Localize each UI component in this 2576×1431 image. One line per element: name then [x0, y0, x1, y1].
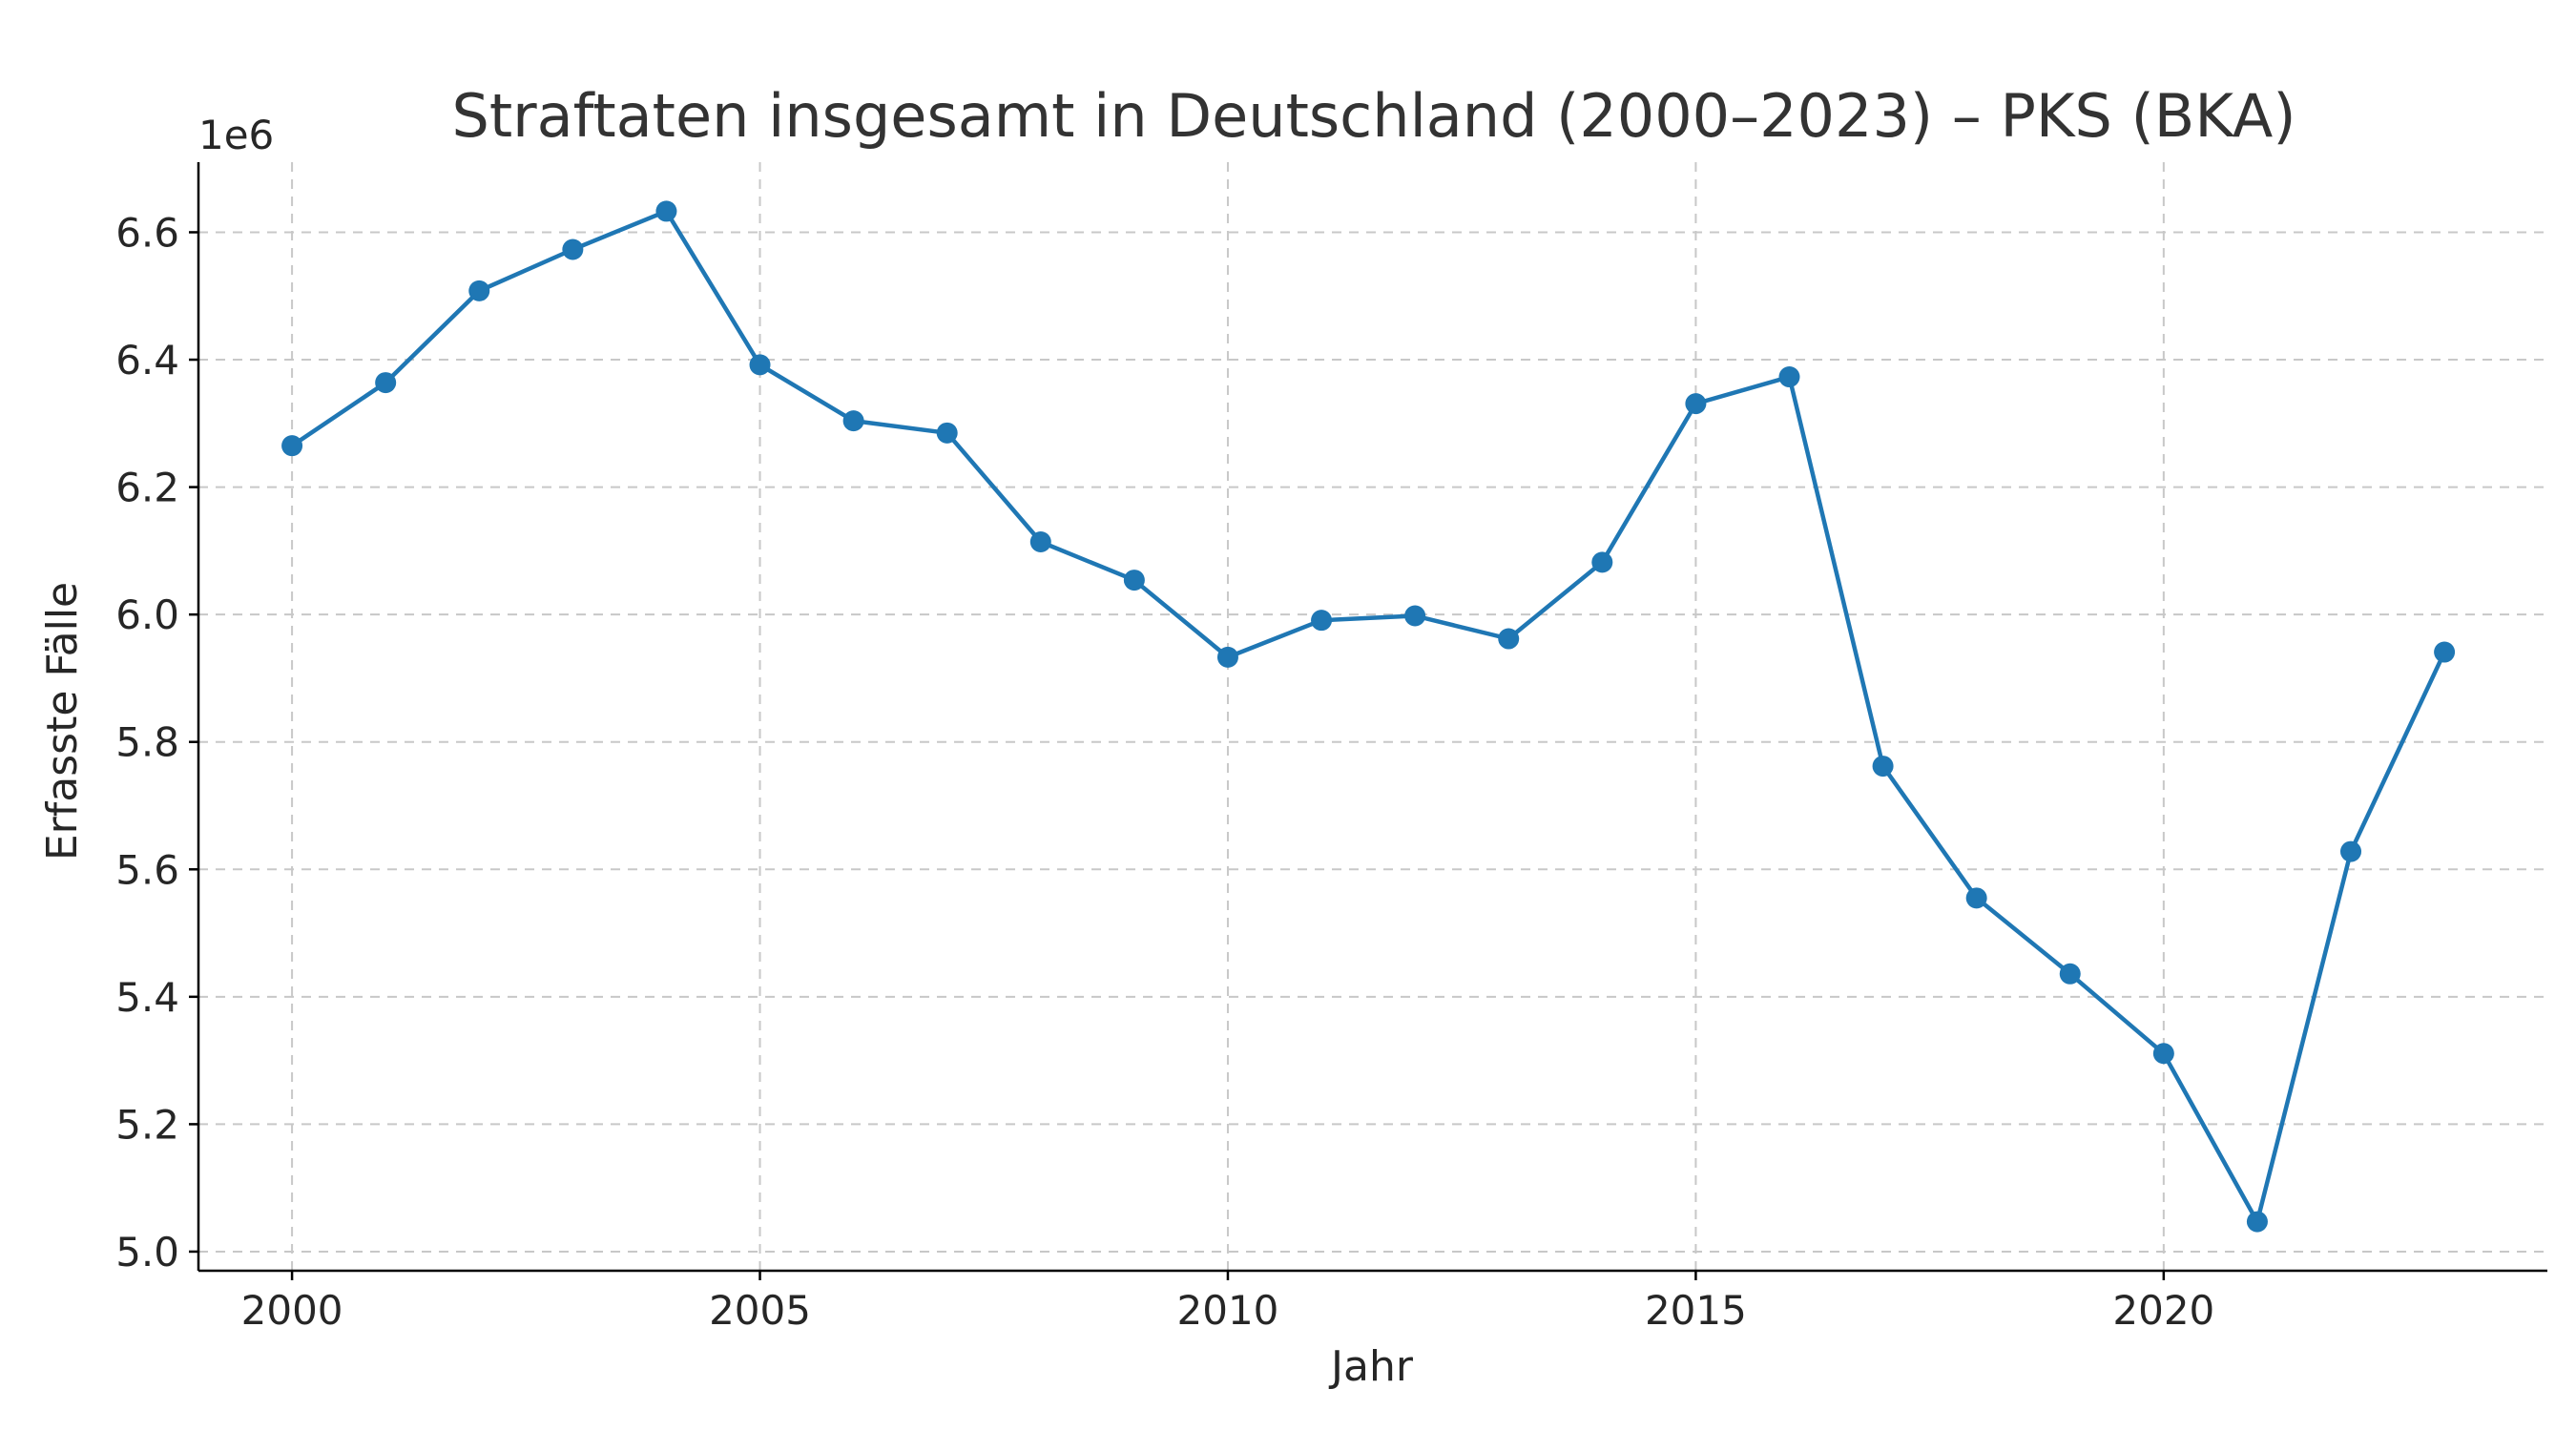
data-point [2059, 963, 2081, 985]
y-axis: 5.0 5.2 5.4 5.6 5.8 6.0 6.2 6.4 6.6 [115, 209, 198, 1275]
y-tick-label: 6.0 [115, 591, 179, 638]
y-tick-label: 6.4 [115, 337, 179, 384]
data-point [562, 238, 584, 260]
x-tick-label: 2000 [241, 1287, 343, 1334]
y-tick-label: 5.8 [115, 719, 179, 766]
data-point [1685, 393, 1707, 415]
data-point [1778, 366, 1800, 388]
x-tick-label: 2010 [1177, 1287, 1279, 1334]
data-point [2340, 840, 2362, 862]
x-tick-label: 2015 [1645, 1287, 1747, 1334]
axes-spines [197, 162, 2547, 1273]
data-point [468, 280, 490, 301]
data-point [655, 200, 677, 222]
data-point [936, 422, 958, 444]
data-point [2152, 1043, 2174, 1065]
chart-title: Straftaten insgesamt in Deutschland (200… [451, 81, 2296, 151]
data-point [2246, 1211, 2268, 1233]
data-point [1123, 570, 1145, 591]
data-point [2434, 641, 2456, 663]
y-tick-label: 5.4 [115, 974, 179, 1021]
x-tick-label: 2005 [709, 1287, 811, 1334]
data-point [1311, 610, 1333, 632]
data-point [1029, 531, 1051, 553]
y-axis-label: Erfasste Fälle [38, 582, 87, 861]
y-tick-label: 5.2 [115, 1101, 179, 1148]
data-point [1404, 605, 1426, 627]
y-tick-label: 5.0 [115, 1229, 179, 1275]
y-tick-label: 6.6 [115, 209, 179, 256]
y-tick-label: 6.2 [115, 465, 179, 511]
grid [198, 162, 2547, 1271]
data-point [749, 354, 771, 376]
data-point [1591, 551, 1613, 573]
data-point [1872, 756, 1894, 778]
data-point [1498, 628, 1520, 650]
y-tick-label: 5.6 [115, 846, 179, 893]
x-axis: 2000 2005 2010 2015 2020 [241, 1271, 2214, 1334]
series-layer [281, 200, 2456, 1233]
data-point [1965, 887, 1987, 909]
x-tick-label: 2020 [2112, 1287, 2214, 1334]
data-point [375, 372, 397, 394]
data-point [281, 435, 303, 457]
series-line [289, 209, 2447, 1224]
y-offset-label: 1e6 [198, 112, 274, 158]
data-point [842, 410, 864, 432]
data-point [1216, 646, 1238, 668]
x-axis-label: Jahr [1328, 1342, 1414, 1391]
